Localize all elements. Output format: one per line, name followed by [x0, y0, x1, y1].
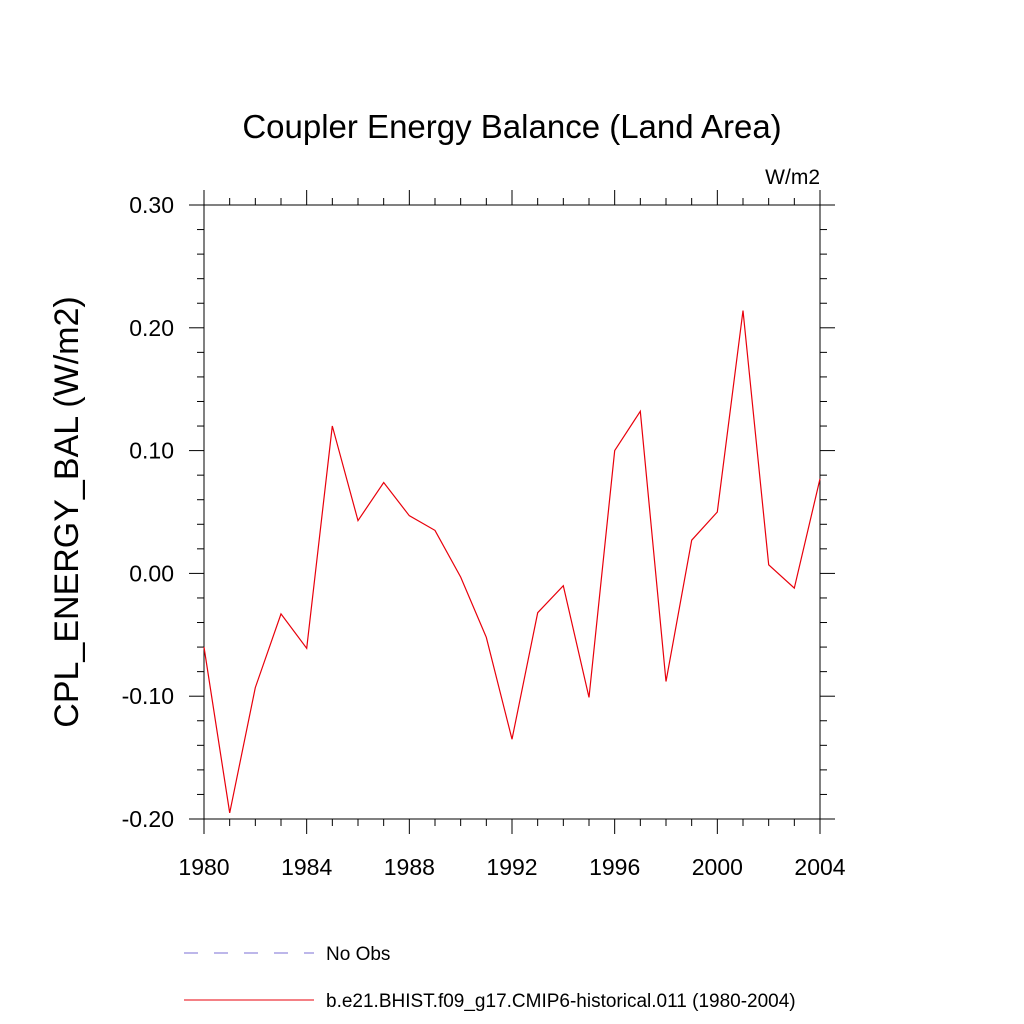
- y-tick-label: 0.30: [129, 192, 174, 218]
- chart-title: Coupler Energy Balance (Land Area): [242, 108, 781, 145]
- x-tick-label: 1980: [178, 854, 229, 880]
- legend-label: b.e21.BHIST.f09_g17.CMIP6-historical.011…: [326, 991, 796, 1012]
- legend: No Obs b.e21.BHIST.f09_g17.CMIP6-historic…: [184, 944, 796, 1012]
- series-line: [203, 310, 821, 814]
- axis-ticks: 1980 1984 1988 1992 1996 2000 2004 -0.20 -0.10 0.…: [122, 190, 846, 880]
- y-tick-label: -0.10: [122, 683, 174, 709]
- y-tick-label: 0.20: [129, 315, 174, 341]
- x-tick-label: 1984: [281, 854, 332, 880]
- y-tick-label: 0.10: [129, 438, 174, 464]
- y-tick-label: -0.20: [122, 806, 174, 832]
- plot-area: [203, 310, 821, 814]
- plot-frame: [203, 204, 821, 820]
- x-tick-label: 1996: [589, 854, 640, 880]
- x-tick-label: 2004: [794, 854, 845, 880]
- legend-label: No Obs: [326, 944, 390, 965]
- y-axis-label: CPL_ENERGY_BAL (W/m2): [48, 296, 86, 727]
- x-tick-label: 1992: [486, 854, 537, 880]
- x-tick-label: 1988: [384, 854, 435, 880]
- y-tick-label: 0.00: [129, 560, 174, 586]
- x-tick-label: 2000: [692, 854, 743, 880]
- units-label: W/m2: [765, 166, 820, 189]
